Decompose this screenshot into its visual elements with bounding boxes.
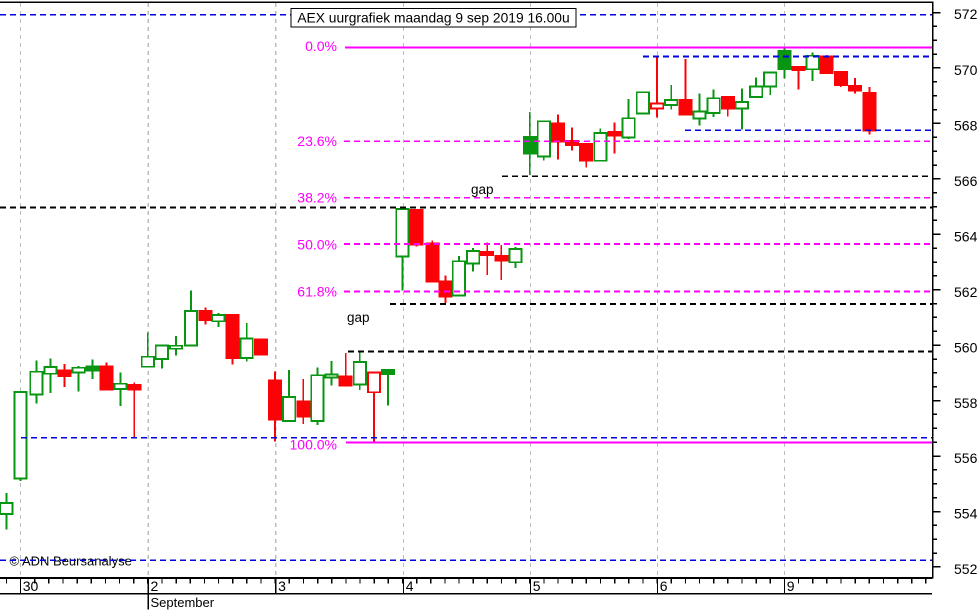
svg-text:September: September [151,595,215,610]
svg-text:554: 554 [954,506,978,522]
svg-text:50.0%: 50.0% [297,237,337,253]
svg-text:30: 30 [23,578,39,594]
svg-text:5: 5 [533,578,541,594]
svg-text:9: 9 [787,578,795,594]
svg-text:572: 572 [954,6,978,22]
svg-text:6: 6 [660,578,668,594]
svg-text:4: 4 [406,578,414,594]
svg-text:570: 570 [954,62,978,78]
svg-text:568: 568 [954,118,978,134]
svg-text:23.6%: 23.6% [297,133,337,149]
svg-text:560: 560 [954,339,978,355]
svg-text:556: 556 [954,450,978,466]
svg-text:552: 552 [954,561,978,577]
svg-text:3: 3 [278,578,286,594]
svg-text:562: 562 [954,284,978,300]
svg-text:564: 564 [954,229,978,245]
svg-text:gap: gap [471,182,494,197]
svg-text:0.0%: 0.0% [305,38,337,54]
svg-text:AEX uurgrafiek maandag 9 sep 2: AEX uurgrafiek maandag 9 sep 2019 16.00u [297,11,569,26]
svg-text:38.2%: 38.2% [297,190,337,206]
svg-text:2: 2 [151,578,159,594]
svg-text:61.8%: 61.8% [297,284,337,300]
svg-text:gap: gap [347,310,370,325]
svg-text:100.0%: 100.0% [290,437,337,453]
svg-text:566: 566 [954,173,978,189]
svg-text:558: 558 [954,395,978,411]
